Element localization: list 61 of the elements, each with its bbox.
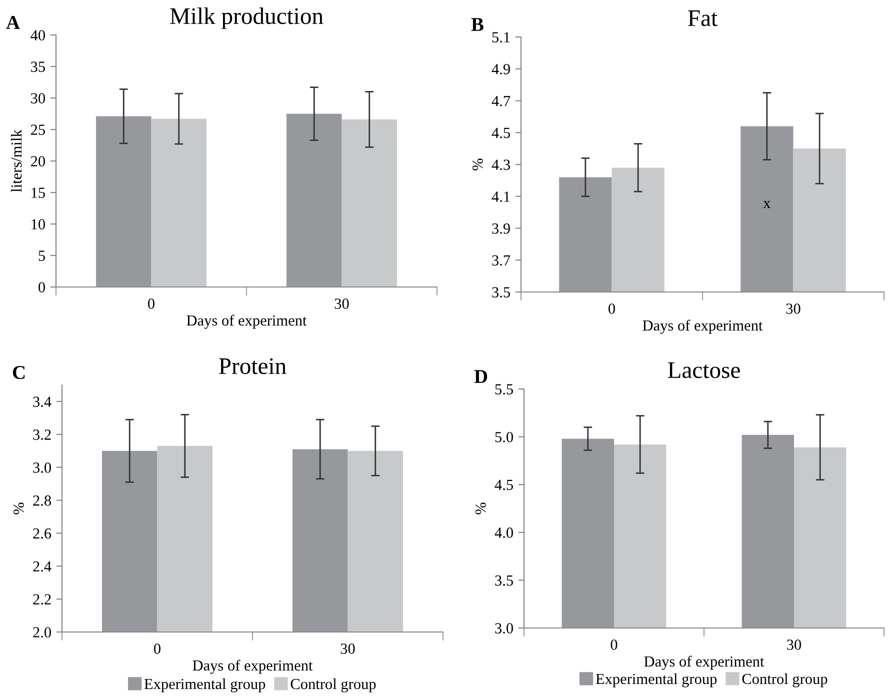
chart-title: Protein bbox=[219, 358, 286, 374]
y-tick-label: 40 bbox=[30, 30, 45, 40]
x-tick-label: 30 bbox=[786, 304, 800, 314]
y-tick-label: 4.1 bbox=[492, 192, 510, 202]
text: A bbox=[6, 16, 20, 29]
x-tick-label: 0 bbox=[610, 640, 618, 650]
y-tick-label: 3.5 bbox=[492, 287, 510, 298]
y-tick-label: 4.3 bbox=[492, 160, 510, 170]
y-tick-label: 3.7 bbox=[492, 255, 510, 266]
y-tick-label: 0 bbox=[38, 282, 45, 292]
x-tick-label: 0 bbox=[154, 644, 160, 654]
x-tick-label: 30 bbox=[787, 640, 802, 650]
y-tick-label: 30 bbox=[31, 93, 45, 104]
text: B bbox=[471, 18, 484, 31]
x-tick-label: 30 bbox=[334, 298, 349, 309]
y-tick-label: 5.0 bbox=[495, 432, 513, 442]
annotation: x bbox=[763, 201, 771, 208]
y-tick-label: 5.1 bbox=[492, 32, 510, 43]
y-tick-label: 10 bbox=[32, 219, 45, 230]
text: D bbox=[474, 370, 488, 383]
x-axis-title: Days of experiment bbox=[186, 314, 307, 329]
y-tick-label: 4.7 bbox=[492, 96, 510, 106]
x-tick-label: 0 bbox=[608, 304, 615, 314]
y-tick-label: 15 bbox=[32, 188, 45, 198]
x-tick-label: 0 bbox=[148, 298, 154, 309]
y-tick-label: 20 bbox=[30, 156, 45, 166]
x-axis-title: Days of experiment bbox=[642, 320, 763, 334]
y-tick-label: 4.5 bbox=[494, 480, 513, 490]
legend-label: Control group bbox=[290, 678, 376, 692]
y-tick-label: 2.8 bbox=[33, 495, 51, 506]
y-axis-title: % bbox=[14, 502, 24, 514]
y-tick-label: 3.2 bbox=[33, 430, 51, 440]
y-axis-title: liters/milk bbox=[10, 130, 22, 192]
y-tick-label: 2.2 bbox=[33, 594, 51, 605]
y-tick-label: 5 bbox=[38, 250, 45, 261]
y-tick-label: 5.5 bbox=[495, 384, 513, 395]
y-tick-label: 4.5 bbox=[492, 128, 510, 138]
y-tick-label: 25 bbox=[30, 124, 45, 135]
chart-title: Lactose bbox=[668, 362, 740, 378]
y-tick-label: 3.0 bbox=[33, 462, 51, 473]
text: C bbox=[12, 366, 25, 380]
y-tick-label: 35 bbox=[31, 62, 45, 72]
y-tick-label: 3.4 bbox=[33, 396, 52, 407]
chart-title: Milk production bbox=[170, 8, 324, 29]
chart-title: Fat bbox=[688, 10, 718, 26]
y-tick-label: 3.9 bbox=[492, 223, 510, 234]
legend-label: Experimental group bbox=[144, 678, 266, 692]
y-axis-title: % bbox=[476, 502, 486, 514]
x-axis-title: Days of experiment bbox=[192, 660, 313, 674]
y-tick-label: 3.0 bbox=[495, 623, 513, 634]
y-tick-label: 4.0 bbox=[494, 528, 513, 538]
y-axis-title: % bbox=[472, 158, 483, 170]
y-tick-label: 2.6 bbox=[33, 528, 52, 539]
y-tick-label: 2.0 bbox=[33, 627, 51, 638]
x-axis-title: Days of experiment bbox=[644, 656, 764, 670]
y-tick-label: 4.9 bbox=[492, 64, 510, 74]
y-tick-label: 2.4 bbox=[33, 561, 52, 572]
x-tick-label: 30 bbox=[340, 644, 355, 654]
legend-label: Control group bbox=[742, 673, 828, 688]
legend-label: Experimental group bbox=[596, 673, 717, 688]
y-tick-label: 3.5 bbox=[495, 575, 513, 586]
